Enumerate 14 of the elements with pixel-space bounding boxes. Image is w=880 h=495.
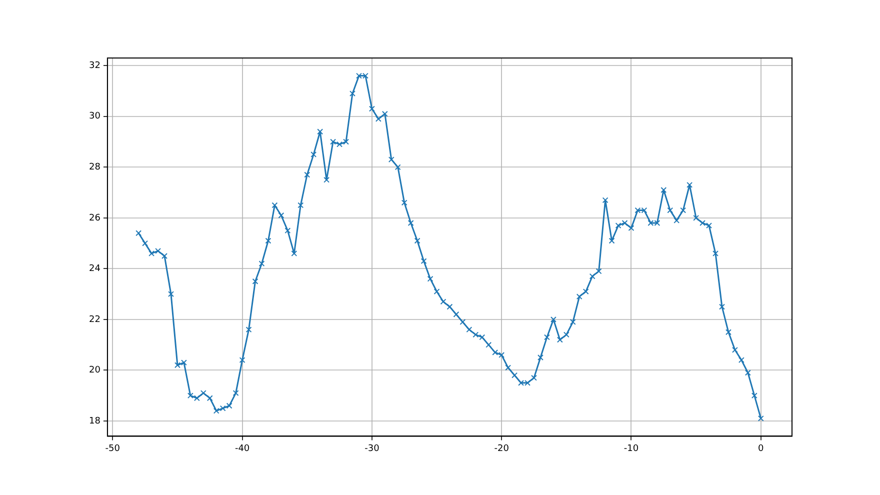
y-tick-label: 28	[89, 162, 101, 172]
y-tick-label: 26	[89, 213, 101, 224]
x-tick-label: -20	[494, 444, 510, 454]
y-tick-label: 30	[89, 112, 101, 122]
x-tick-label: -30	[364, 444, 380, 454]
x-tick-label: -40	[234, 444, 250, 454]
y-tick-label: 18	[89, 416, 101, 426]
y-tick-label: 32	[89, 60, 100, 71]
x-tick-label: 0	[758, 444, 764, 454]
x-tick-label: -10	[624, 444, 639, 454]
y-tick-label: 20	[89, 366, 101, 376]
y-tick-label: 22	[89, 314, 100, 325]
y-tick-label: 24	[89, 264, 101, 274]
x-tick-label: -50	[105, 444, 120, 454]
